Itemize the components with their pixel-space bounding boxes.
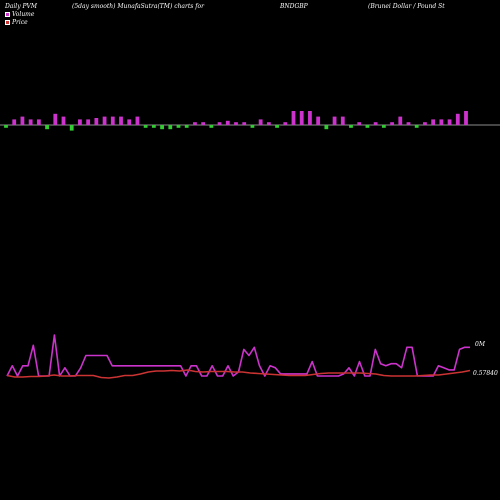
volume-bar bbox=[160, 125, 164, 130]
volume-bar bbox=[266, 122, 271, 125]
volume-bar bbox=[45, 125, 49, 130]
volume-bar bbox=[340, 116, 345, 125]
volume-bar bbox=[20, 116, 25, 125]
volume-bar bbox=[283, 122, 288, 125]
volume-bar bbox=[258, 119, 263, 125]
price-line bbox=[6, 369, 471, 379]
volume-bar bbox=[176, 125, 181, 128]
volume-bar bbox=[4, 125, 8, 128]
volume-bar bbox=[299, 111, 304, 125]
volume-bar bbox=[86, 119, 91, 125]
volume-bar bbox=[94, 118, 99, 125]
chart-subtitle: (5day smooth) MunafaSutra(TM) charts for bbox=[72, 3, 204, 10]
volume-bar bbox=[431, 119, 436, 125]
volume-bar bbox=[217, 122, 222, 125]
volume-bar bbox=[406, 122, 411, 125]
volume-bar bbox=[414, 125, 419, 128]
volume-bar bbox=[151, 125, 156, 128]
volume-bar bbox=[193, 122, 197, 125]
volume-bar bbox=[78, 119, 82, 125]
chart-pair: (Brunei Dollar / Pound St bbox=[368, 3, 445, 10]
chart-symbol: BNDGBP bbox=[280, 3, 308, 10]
volume-bar bbox=[291, 111, 296, 125]
volume-bar bbox=[234, 122, 238, 125]
volume-bar bbox=[357, 122, 362, 125]
volume-bar bbox=[242, 122, 247, 125]
volume-bar bbox=[423, 122, 427, 125]
volume-smooth-line bbox=[6, 334, 470, 377]
legend-volume-swatch bbox=[5, 12, 10, 17]
legend-volume: Volume bbox=[5, 11, 34, 18]
volume-bar bbox=[455, 113, 460, 125]
volume-bar bbox=[209, 125, 214, 128]
volume-bar bbox=[184, 125, 189, 128]
legend-price: Price bbox=[5, 19, 28, 26]
volume-bar bbox=[110, 116, 115, 125]
volume-bar bbox=[464, 111, 468, 125]
volume-bar bbox=[324, 125, 329, 130]
volume-bar bbox=[102, 116, 107, 125]
volume-bar bbox=[447, 119, 452, 125]
volume-bar bbox=[225, 120, 230, 125]
volume-bar bbox=[332, 116, 337, 125]
volume-bar bbox=[135, 116, 140, 125]
volume-bar bbox=[349, 125, 353, 128]
volume-bar bbox=[36, 119, 41, 125]
volume-bar bbox=[275, 125, 279, 128]
volume-bar bbox=[69, 125, 74, 131]
volume-bar bbox=[119, 116, 123, 125]
volume-bar bbox=[28, 119, 33, 125]
legend-price-label: Price bbox=[12, 19, 28, 26]
volume-bar bbox=[53, 113, 58, 125]
volume-bar bbox=[365, 125, 370, 128]
volume-bar bbox=[439, 119, 444, 125]
volume-bar bbox=[308, 111, 312, 125]
volume-bar bbox=[390, 122, 394, 125]
volume-bar bbox=[373, 122, 378, 125]
volume-bar bbox=[398, 116, 403, 125]
right-label-price: 0.57840 bbox=[473, 370, 498, 377]
volume-bar bbox=[61, 116, 66, 125]
volume-bar bbox=[12, 119, 17, 125]
volume-bar bbox=[381, 125, 386, 128]
volume-bar bbox=[168, 125, 173, 130]
right-label-volume: 0M bbox=[475, 341, 486, 348]
volume-bar bbox=[127, 119, 132, 125]
volume-bar bbox=[316, 116, 321, 125]
legend-price-swatch bbox=[5, 20, 10, 25]
volume-bar bbox=[201, 122, 206, 125]
volume-bar bbox=[250, 125, 255, 128]
volume-bar bbox=[143, 125, 148, 128]
legend-volume-label: Volume bbox=[12, 11, 35, 18]
chart-title: Daily PVM bbox=[5, 3, 38, 10]
